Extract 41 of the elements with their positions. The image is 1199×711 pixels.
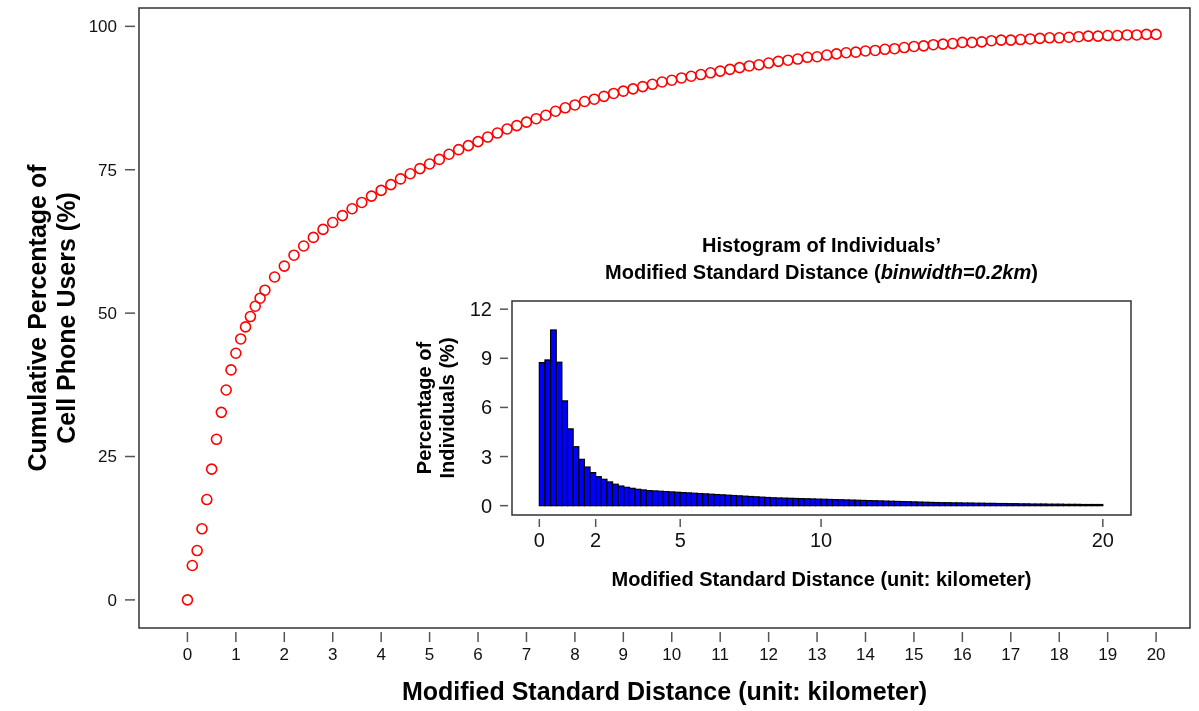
x-tick-label: 15 bbox=[904, 644, 924, 664]
x-tick-label: 7 bbox=[521, 644, 532, 664]
x-tick-label: 2 bbox=[279, 644, 290, 664]
x-tick-label: 5 bbox=[674, 529, 686, 551]
y-tick-label: 6 bbox=[480, 396, 492, 419]
x-tick-label: 0 bbox=[182, 644, 193, 664]
chart-subtitle: Modified Standard Distance (binwidth=0.2km) bbox=[605, 261, 1038, 283]
x-tick-label: 8 bbox=[570, 644, 580, 664]
x-tick-label: 5 bbox=[424, 644, 435, 664]
chart-title: Histogram of Individuals’ bbox=[702, 234, 941, 256]
x-tick-label: 18 bbox=[1049, 644, 1069, 664]
x-tick-label: 20 bbox=[1146, 644, 1166, 664]
x-tick-label: 3 bbox=[328, 644, 338, 664]
y-tick-label: 12 bbox=[469, 298, 492, 321]
y-tick-label: 50 bbox=[98, 304, 117, 324]
y-tick-label: 9 bbox=[480, 347, 492, 370]
x-tick-label: 10 bbox=[809, 529, 833, 551]
x-axis-title: Modified Standard Distance (unit: kilometer) bbox=[611, 568, 1032, 590]
x-tick-label: 17 bbox=[1001, 644, 1021, 664]
y-tick-label: 100 bbox=[88, 17, 117, 37]
x-tick-label: 10 bbox=[662, 644, 682, 664]
x-tick-label: 9 bbox=[618, 644, 629, 664]
x-tick-label: 20 bbox=[1091, 529, 1114, 551]
y-axis-title: Percentage of Individuals (%) bbox=[413, 337, 458, 479]
x-tick-label: 16 bbox=[952, 644, 972, 664]
x-tick-label: 14 bbox=[856, 644, 875, 664]
y-tick-label: 3 bbox=[480, 445, 492, 468]
x-tick-label: 11 bbox=[711, 644, 730, 664]
y-tick-label: 0 bbox=[480, 494, 492, 517]
x-tick-label: 4 bbox=[376, 644, 386, 664]
y-tick-label: 25 bbox=[98, 447, 117, 467]
x-tick-label: 2 bbox=[590, 529, 602, 551]
x-axis-title: Modified Standard Distance (unit: kilometer) bbox=[401, 677, 928, 705]
x-tick-label: 1 bbox=[231, 644, 241, 664]
y-axis-title: Cumulative Percentage of Cell Phone Users (%) bbox=[23, 163, 80, 472]
y-tick-label: 75 bbox=[98, 160, 117, 180]
x-tick-label: 12 bbox=[759, 644, 779, 664]
y-tick-label: 0 bbox=[107, 590, 117, 610]
x-tick-label: 13 bbox=[807, 644, 827, 664]
x-tick-label: 0 bbox=[533, 529, 545, 551]
x-tick-label: 19 bbox=[1098, 644, 1118, 664]
